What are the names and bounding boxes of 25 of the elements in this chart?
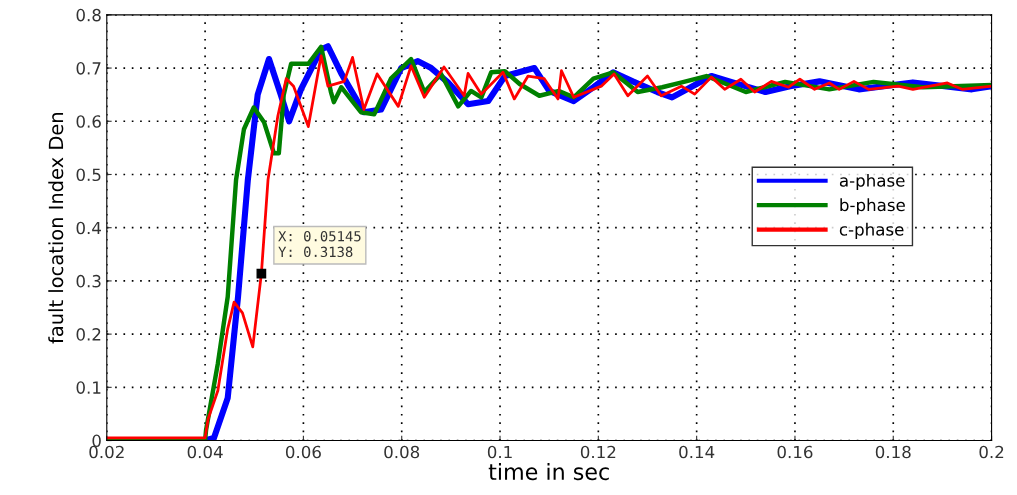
x-tick-label: 0.14 <box>679 445 715 459</box>
legend-label: a-phase <box>839 173 905 191</box>
y-tick-label: 0.2 <box>76 328 101 341</box>
x-tick-label: 0.08 <box>384 445 420 459</box>
x-tick-label: 0.12 <box>580 445 616 459</box>
legend-label: b-phase <box>840 198 905 215</box>
x-tick-label: 0.1 <box>487 445 512 459</box>
y-tick-label: 0.8 <box>76 8 101 22</box>
y-tick-label: 0.3 <box>76 274 101 288</box>
x-tick-label: 0.04 <box>187 445 223 459</box>
x-tick-label: 0.18 <box>875 445 911 459</box>
x-tick-label: 0.02 <box>89 445 124 459</box>
x-tick-label: 0.06 <box>285 445 321 459</box>
y-tick-label: 0 <box>92 434 101 448</box>
y-tick-label: 0.7 <box>76 62 101 75</box>
x-tick-label: 0.16 <box>777 445 813 459</box>
x-axis-title: time in sec <box>488 462 609 481</box>
y-tick-label: 0.4 <box>76 221 101 235</box>
y-tick-label: 0.5 <box>76 168 101 182</box>
x-tick-label: 0.2 <box>979 445 1004 459</box>
y-tick-label: 0.6 <box>76 115 101 128</box>
legend-label: c-phase <box>839 222 904 239</box>
annotation: X: 0.05145 Y: 0.3138 <box>278 230 361 258</box>
y-tick-label: 0.1 <box>76 381 101 394</box>
y-axis-title: fault location Index Den <box>48 113 64 344</box>
